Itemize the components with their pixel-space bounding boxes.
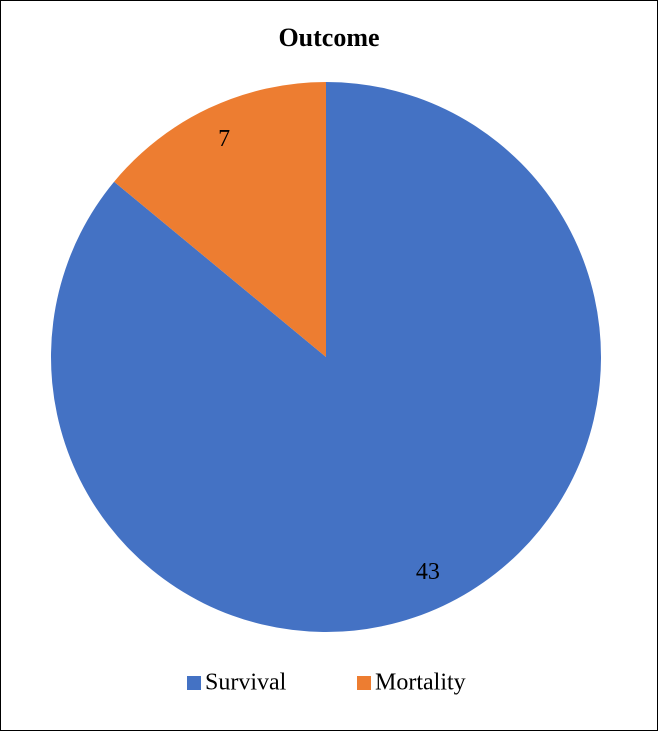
legend-swatch — [357, 676, 371, 690]
chart-title: Outcome — [278, 23, 379, 52]
pie-slice — [114, 81, 326, 357]
legend-swatch — [187, 676, 201, 690]
legend-label: Survival — [205, 670, 287, 696]
pie-slice — [51, 82, 602, 632]
legend-label: Mortality — [375, 670, 466, 696]
data-label: 43 — [416, 559, 440, 585]
data-label: 7 — [218, 126, 230, 152]
